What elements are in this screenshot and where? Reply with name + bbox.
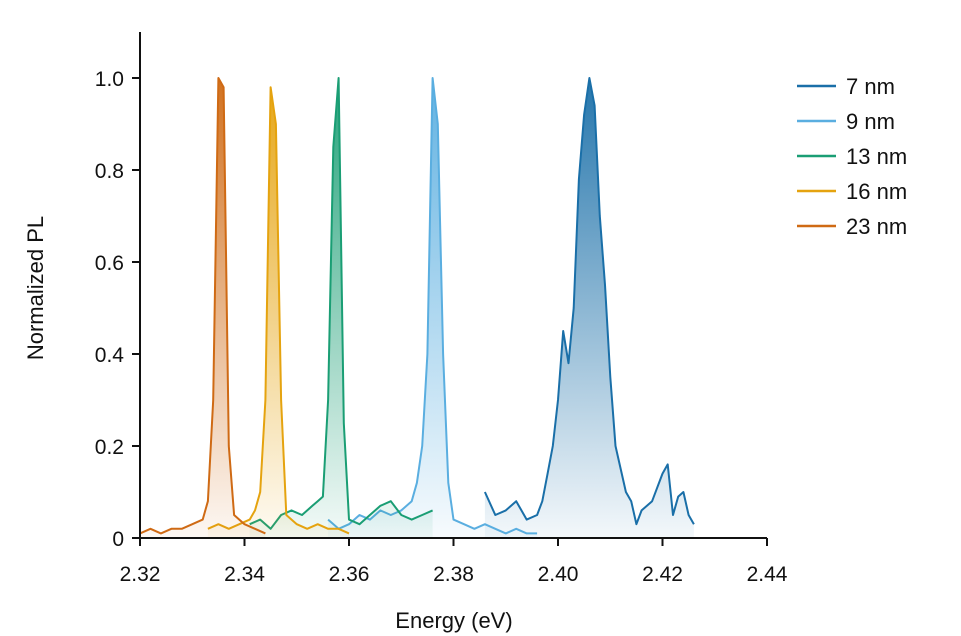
x-tick-label: 2.40 bbox=[538, 563, 579, 586]
y-axis-title: Normalized PL bbox=[23, 216, 48, 360]
x-tick-label: 2.36 bbox=[329, 563, 370, 586]
legend-label-9-nm: 9 nm bbox=[846, 109, 895, 134]
y-tick-label: 0.8 bbox=[95, 160, 124, 183]
y-tick-label: 0.4 bbox=[95, 344, 125, 367]
y-tick-label: 0.6 bbox=[95, 252, 124, 275]
series-fill-23-nm bbox=[140, 78, 266, 538]
legend-label-23-nm: 23 nm bbox=[846, 214, 907, 239]
x-tick-label: 2.38 bbox=[433, 563, 474, 586]
series-line-7-nm bbox=[483, 77, 695, 526]
y-tick-label: 0.2 bbox=[95, 436, 124, 459]
y-tick-label: 1.0 bbox=[95, 68, 124, 91]
ticks-layer: 2.32 2.34 2.36 2.38 2.40 2.42 2.44 0 0.2 0.4 0.6 0.… bbox=[95, 68, 788, 586]
series-fill-9-nm bbox=[328, 78, 538, 538]
legend: 7 nm 9 nm 13 nm 16 nm 23 nm bbox=[797, 74, 907, 239]
legend-label-7-nm: 7 nm bbox=[846, 74, 895, 99]
series-line-23-nm bbox=[139, 77, 266, 535]
x-tick-label: 2.42 bbox=[642, 563, 683, 586]
series-layer bbox=[139, 77, 695, 538]
y-tick-label: 0 bbox=[112, 528, 124, 551]
legend-label-16-nm: 16 nm bbox=[846, 179, 907, 204]
x-axis-title: Energy (eV) bbox=[395, 608, 512, 633]
axes-layer bbox=[139, 32, 767, 539]
series-fill-7-nm bbox=[484, 78, 694, 538]
legend-label-13-nm: 13 nm bbox=[846, 144, 907, 169]
x-tick-label: 2.34 bbox=[224, 563, 265, 586]
x-tick-label: 2.32 bbox=[120, 563, 161, 586]
series-fill-16-nm bbox=[207, 87, 349, 538]
x-tick-label: 2.44 bbox=[747, 563, 788, 586]
